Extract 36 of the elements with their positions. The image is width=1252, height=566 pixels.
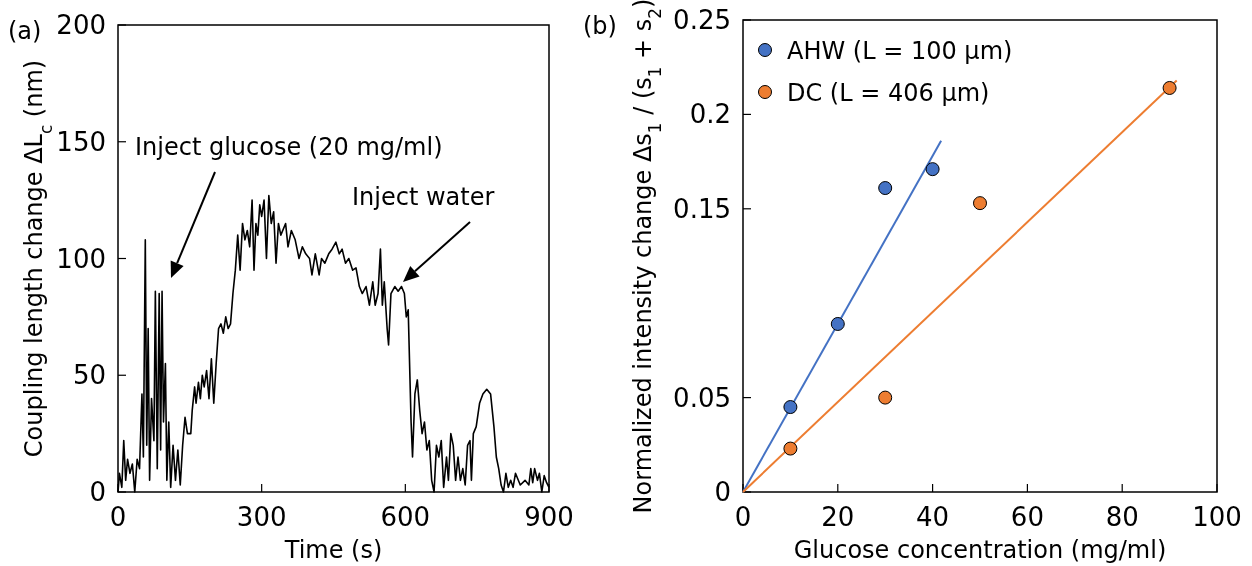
annotation: Inject glucose (20 mg/ml) bbox=[135, 133, 443, 161]
x-axis-title: Glucose concentration (mg/ml) bbox=[793, 536, 1167, 564]
y-tick-label: 0 bbox=[714, 477, 731, 507]
x-tick-label: 40 bbox=[916, 502, 950, 532]
y-tick-label: 100 bbox=[56, 243, 106, 274]
y-tick-label: 200 bbox=[56, 10, 106, 40]
point bbox=[783, 400, 798, 415]
x-tick-label: 0 bbox=[734, 502, 752, 532]
x-tick-label: 80 bbox=[1105, 502, 1139, 532]
y-tick-label: 150 bbox=[56, 126, 106, 157]
point bbox=[878, 181, 893, 196]
chart-title: (b) bbox=[583, 12, 617, 40]
x-tick-label: 300 bbox=[236, 502, 287, 532]
x-tick-label: 0 bbox=[109, 502, 127, 532]
x-axis-title: Time (s) bbox=[283, 536, 383, 564]
x-tick-label: 600 bbox=[380, 502, 431, 532]
y-tick-label: 0 bbox=[89, 477, 106, 507]
point bbox=[973, 196, 987, 211]
y-tick-label: 50 bbox=[72, 360, 106, 391]
x-tick-label: 900 bbox=[524, 502, 574, 532]
point bbox=[925, 162, 940, 177]
legend-label: DC (L = 406 µm) bbox=[787, 79, 990, 107]
y-tick-label: 0.15 bbox=[673, 193, 731, 224]
x-tick-label: 60 bbox=[1010, 502, 1044, 532]
chart-title: (a) bbox=[8, 17, 42, 45]
y-tick-label: 0.05 bbox=[673, 382, 731, 413]
x-tick-label: 100 bbox=[1192, 502, 1242, 532]
annotation: Inject water bbox=[352, 183, 495, 211]
point bbox=[878, 390, 893, 405]
y-tick-label: 0.25 bbox=[673, 5, 731, 35]
legend-label: AHW (L = 100 µm) bbox=[787, 37, 1013, 65]
y-tick-label: 0.2 bbox=[689, 99, 731, 130]
x-tick-label: 20 bbox=[821, 502, 855, 532]
point bbox=[830, 316, 845, 331]
point bbox=[1162, 80, 1177, 95]
point bbox=[783, 441, 798, 456]
